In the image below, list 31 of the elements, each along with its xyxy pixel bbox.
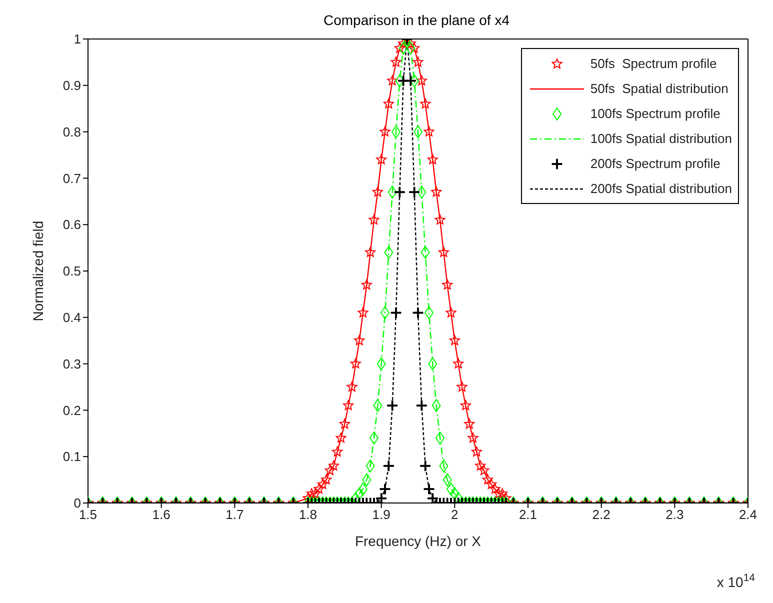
y-tick-label: 0.2 [62,402,81,418]
x-tick-label: 1.9 [372,507,390,522]
x-tick-label: 2.2 [592,507,610,522]
x-tick-label: 2.1 [518,507,538,522]
y-tick-label: 0.7 [62,170,81,186]
legend-label: 200fs Spectrum profile [590,156,720,171]
chart-title: Comparison in the plane of x4 [322,12,510,28]
y-tick-label: 0.4 [62,310,81,326]
x-tick-label: 1.6 [152,507,170,522]
y-tick-label: 0.3 [62,356,81,372]
legend-label: 100fs Spatial distribution [590,131,732,146]
x-tick-label: 1.8 [298,507,318,522]
x-tick-label: 2 [451,507,458,522]
x-tick-label: 2.3 [666,507,684,522]
y-tick-label: 0.6 [62,217,81,232]
y-tick-label: 0.9 [62,78,81,94]
x-axis-title: Frequency (Hz) or X [354,533,482,549]
y-tick-label: 1 [74,32,81,47]
y-axis-title: Normalized field [30,220,46,322]
legend-label: 50fs Spatial distribution [590,81,728,96]
y-tick-label: 0 [74,496,81,511]
y-tick-label: 0.1 [62,449,81,464]
legend-label: 200fs Spatial distribution [590,181,732,196]
text: x 10$^{14}$ [716,572,756,590]
y-tick-label: 0.5 [62,264,81,279]
x-tick-label: 1.7 [226,507,244,522]
y-tick-label: 0.8 [62,124,81,140]
legend-label: 100fs Spectrum profile [590,106,720,121]
legend-label: 50fs Spectrum profile [590,56,717,71]
x-tick-label: 2.4 [738,507,758,522]
x-tick-label: 1.5 [78,507,98,522]
